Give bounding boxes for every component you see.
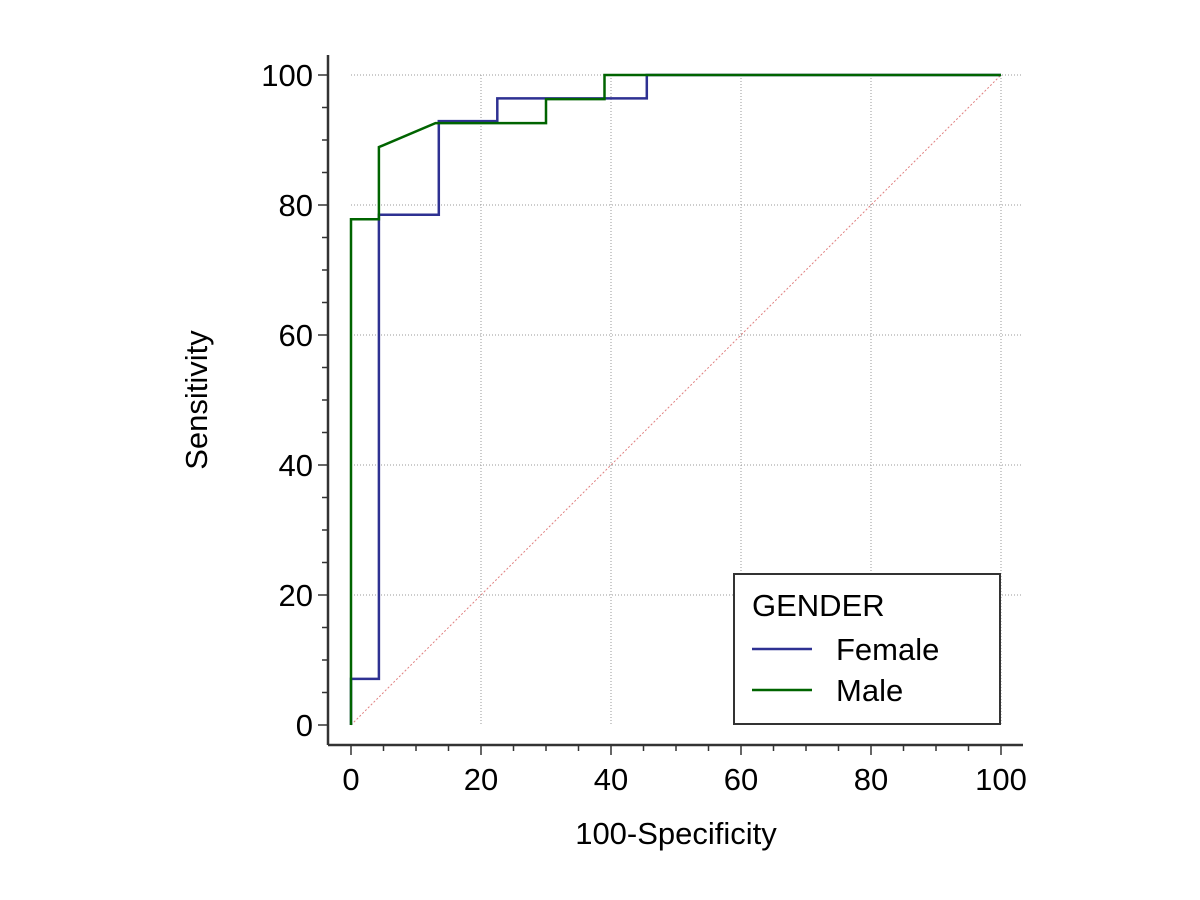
x-tick-label: 60 [724,762,758,797]
series-line-male [349,73,1001,725]
y-tick-label: 40 [279,448,313,483]
y-tick-label: 100 [261,58,313,93]
axes [318,55,1023,755]
y-tick-label: 60 [279,318,313,353]
y-tick-label: 0 [296,708,313,743]
reference-diagonal-line [350,74,1002,726]
y-axis-label: Sensitivity [179,330,214,470]
x-tick-label: 20 [464,762,498,797]
legend-title: GENDER [752,588,885,623]
legend-label-female: Female [836,632,939,667]
y-tick-label: 20 [279,578,313,613]
x-axis-label: 100-Specificity [575,816,777,851]
tick-labels: 0 20 40 60 80 100 0 20 40 60 80 100 [261,58,1027,797]
legend-label-male: Male [836,673,903,708]
y-tick-label: 80 [279,188,313,223]
grid-lines [351,74,1023,725]
series-lines [349,73,1002,726]
legend: GENDER Female Male [733,573,1001,725]
x-tick-label: 100 [975,762,1027,797]
series-line-female [349,73,1001,725]
x-tick-label: 40 [594,762,628,797]
x-tick-label: 80 [854,762,888,797]
x-tick-label: 0 [342,762,359,797]
